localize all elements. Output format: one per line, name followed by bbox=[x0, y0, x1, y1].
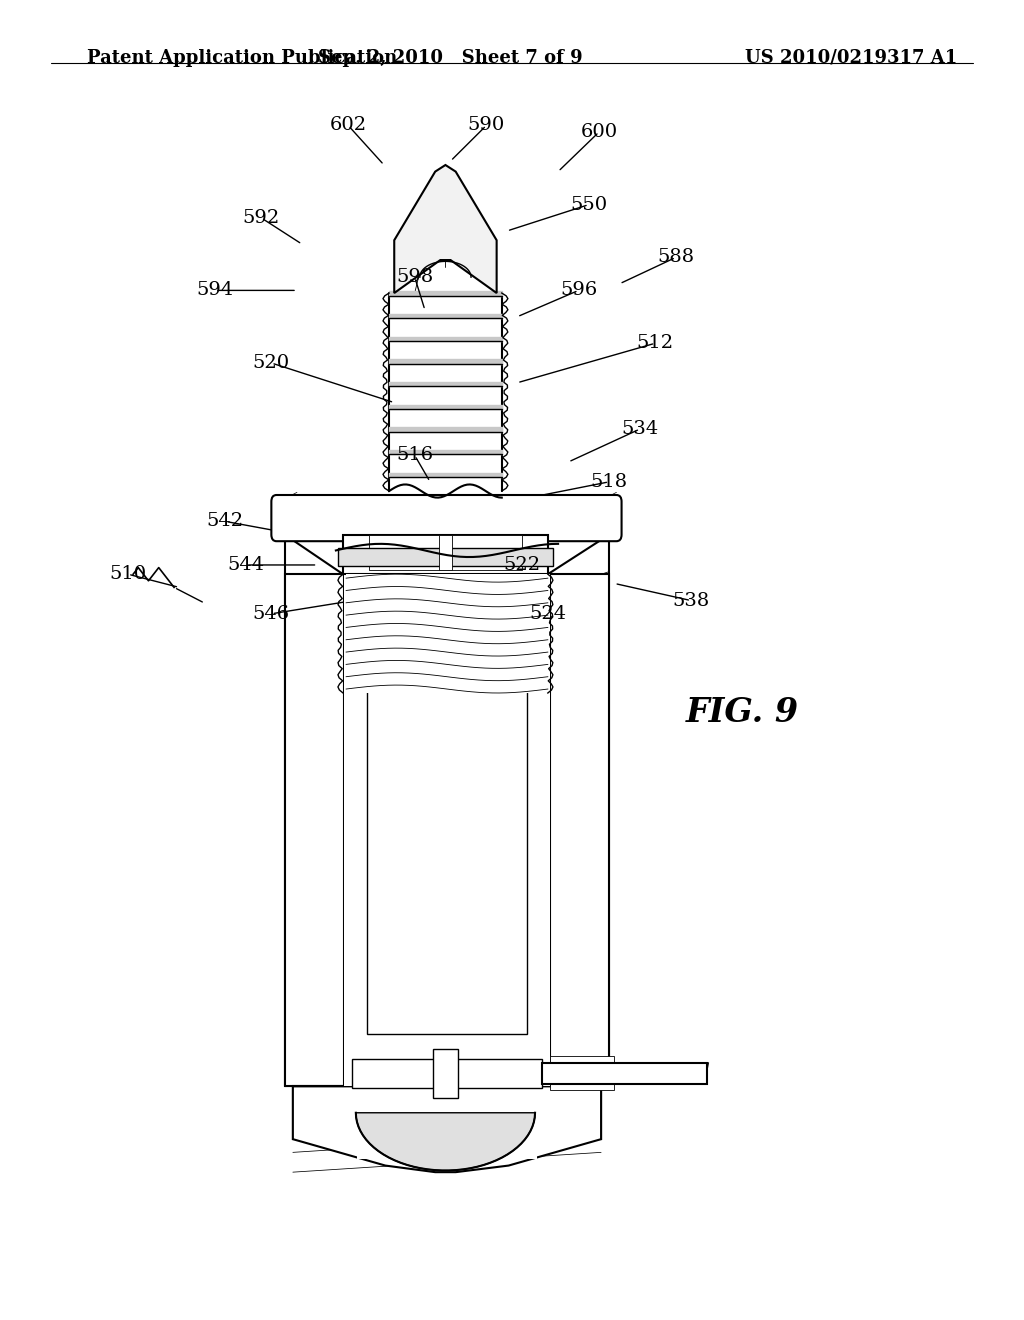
Text: Patent Application Publication: Patent Application Publication bbox=[87, 49, 397, 67]
Bar bbox=[432, 1048, 459, 1098]
Bar bbox=[293, 1086, 357, 1139]
Bar bbox=[367, 581, 527, 1034]
Bar bbox=[439, 535, 452, 570]
Text: 598: 598 bbox=[396, 268, 433, 286]
Bar bbox=[369, 535, 522, 570]
Bar bbox=[550, 574, 609, 1086]
Text: Sep. 2, 2010   Sheet 7 of 9: Sep. 2, 2010 Sheet 7 of 9 bbox=[318, 49, 583, 67]
Polygon shape bbox=[394, 165, 497, 293]
Text: 594: 594 bbox=[197, 281, 233, 300]
Bar bbox=[346, 574, 548, 693]
Text: 600: 600 bbox=[581, 123, 617, 141]
Text: 510: 510 bbox=[110, 565, 146, 583]
Bar bbox=[550, 1056, 614, 1090]
Text: 520: 520 bbox=[253, 354, 290, 372]
Text: 546: 546 bbox=[253, 605, 290, 623]
Text: 522: 522 bbox=[504, 556, 541, 574]
Text: 518: 518 bbox=[591, 473, 628, 491]
Text: 592: 592 bbox=[243, 209, 280, 227]
Text: 516: 516 bbox=[396, 446, 433, 465]
Text: 596: 596 bbox=[560, 281, 597, 300]
Text: 590: 590 bbox=[468, 116, 505, 135]
Text: 544: 544 bbox=[227, 556, 264, 574]
Bar bbox=[357, 1086, 537, 1159]
Text: 542: 542 bbox=[207, 512, 244, 531]
Bar bbox=[542, 1063, 707, 1084]
Text: 602: 602 bbox=[330, 116, 367, 135]
Bar bbox=[344, 574, 550, 1086]
Bar bbox=[343, 535, 548, 574]
Text: 524: 524 bbox=[529, 605, 566, 623]
Bar bbox=[285, 574, 344, 1086]
Bar bbox=[352, 1059, 542, 1088]
Bar bbox=[537, 1086, 601, 1139]
Bar bbox=[338, 549, 553, 565]
Text: 588: 588 bbox=[657, 248, 694, 267]
FancyBboxPatch shape bbox=[271, 495, 622, 541]
Polygon shape bbox=[293, 1086, 601, 1172]
Text: US 2010/0219317 A1: US 2010/0219317 A1 bbox=[745, 49, 957, 67]
Text: FIG. 9: FIG. 9 bbox=[686, 697, 799, 729]
Text: 534: 534 bbox=[622, 420, 658, 438]
Text: 550: 550 bbox=[570, 195, 607, 214]
Polygon shape bbox=[356, 1113, 535, 1171]
Text: 538: 538 bbox=[673, 591, 710, 610]
Text: 512: 512 bbox=[637, 334, 674, 352]
